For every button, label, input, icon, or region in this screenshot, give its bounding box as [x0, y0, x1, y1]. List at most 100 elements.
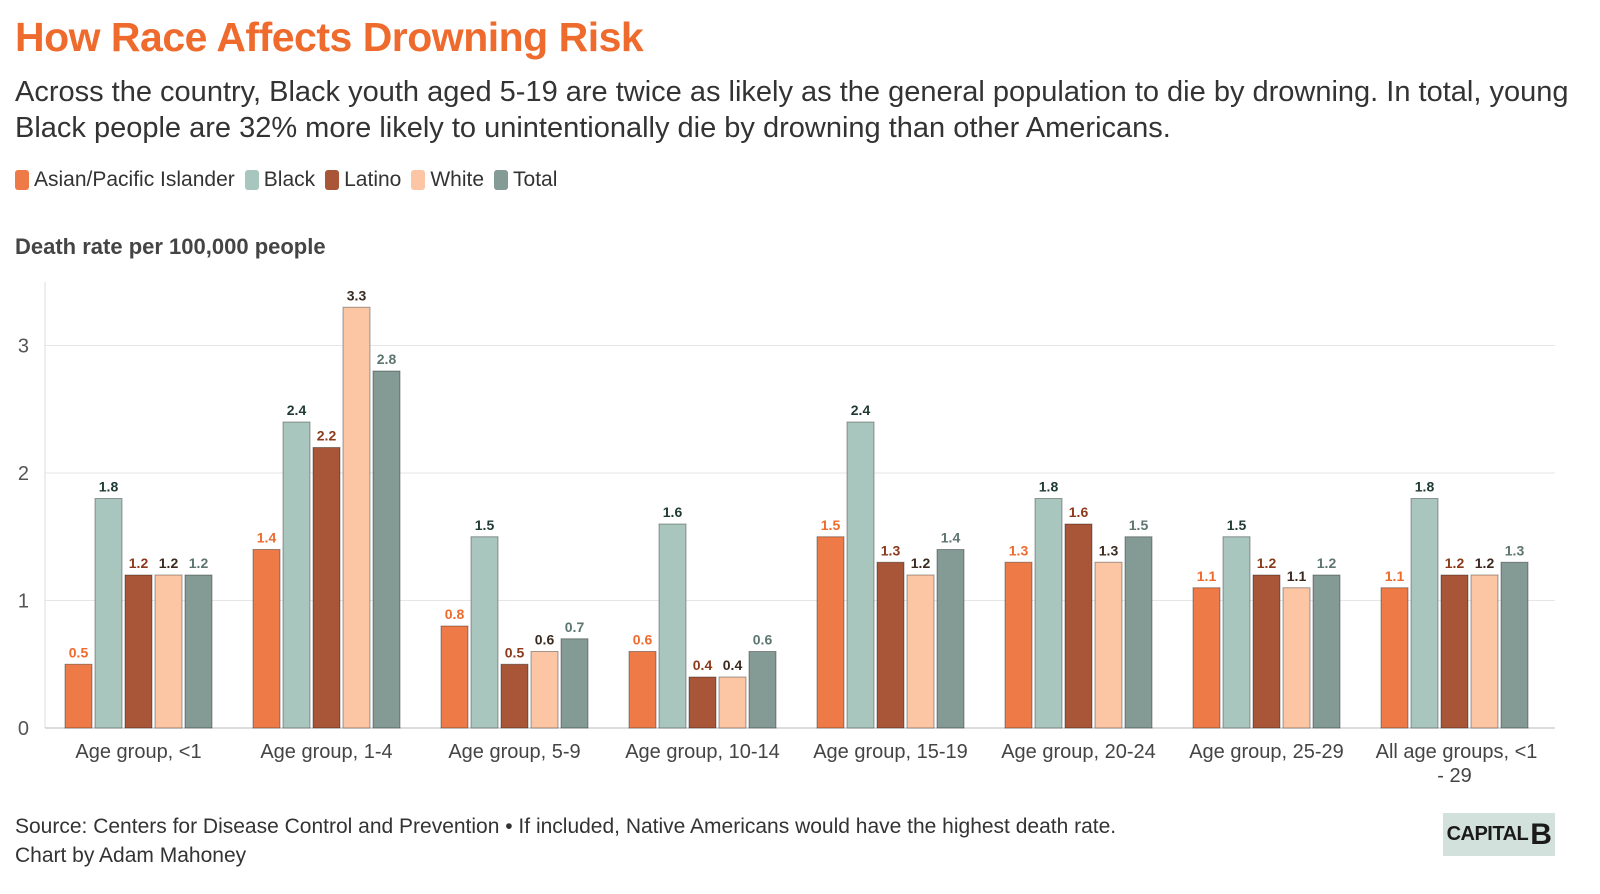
bar: [94, 498, 123, 729]
bar-value-label: 1.5: [1227, 517, 1247, 533]
legend-swatch: [325, 170, 340, 190]
bar-value-label: 1.8: [1039, 479, 1059, 495]
footer: Source: Centers for Disease Control and …: [15, 812, 1116, 870]
bar: [876, 561, 905, 729]
logo-mark: B: [1530, 817, 1552, 851]
bar: [184, 574, 213, 729]
bar-value-label: 1.8: [99, 479, 119, 495]
bar-chart: 0 1 2 3 0.5 1.8 1.2 1.2 1.2 Age group, <1 1.4 2.4 2.…: [18, 282, 1555, 787]
bar-value-label: 1.2: [159, 555, 179, 571]
bar-value-label: 0.4: [693, 657, 713, 673]
bar-value-label: 0.5: [505, 644, 525, 660]
bar-value-label: 1.1: [1197, 568, 1217, 584]
bar: [342, 306, 371, 729]
bar: [1064, 523, 1093, 729]
bar: [1192, 587, 1221, 729]
bar-value-label: 1.5: [821, 517, 841, 533]
legend-item: Latino: [325, 168, 401, 192]
bar-value-label: 2.2: [317, 428, 337, 444]
bar: [718, 676, 747, 729]
chart-title: How Race Affects Drowning Risk: [15, 14, 644, 60]
bar-value-label: 1.2: [1257, 555, 1277, 571]
bar-value-label: 1.3: [1505, 542, 1525, 558]
bar-value-label: 1.5: [1129, 517, 1149, 533]
legend-swatch: [494, 170, 509, 190]
y-tick-label: 0: [18, 718, 29, 740]
bar: [1500, 561, 1529, 729]
bar: [1380, 587, 1409, 729]
bar: [1252, 574, 1281, 729]
source-note: Source: Centers for Disease Control and …: [15, 815, 1117, 838]
bar: [1034, 498, 1063, 729]
bar-value-label: 1.2: [1445, 555, 1465, 571]
legend-item: Black: [244, 168, 316, 192]
bar-value-label: 1.5: [475, 517, 495, 533]
bar: [906, 574, 935, 729]
bar: [500, 663, 529, 729]
chart-credit: Chart by Adam Mahoney: [15, 844, 247, 867]
bar-value-label: 0.4: [723, 657, 743, 673]
legend-label: Black: [263, 168, 316, 191]
bar: [1410, 498, 1439, 729]
bar: [372, 370, 401, 729]
x-tick-label: Age group, 25-29: [1189, 741, 1344, 763]
bar-value-label: 0.6: [633, 632, 653, 648]
bar-value-label: 1.1: [1287, 568, 1307, 584]
bar: [688, 676, 717, 729]
bar-value-label: 1.4: [257, 530, 277, 546]
logo-text: CAPITAL: [1446, 823, 1529, 845]
chart-subtitle: Across the country, Black youth aged 5-1…: [15, 76, 1569, 144]
bar: [1312, 574, 1341, 729]
bar: [1282, 587, 1311, 729]
bar: [530, 651, 559, 729]
bar-value-label: 1.3: [1009, 542, 1029, 558]
bar: [252, 549, 281, 729]
x-tick-label: Age group, 10-14: [625, 741, 780, 763]
bar-value-label: 1.2: [1317, 555, 1337, 571]
bar-value-label: 1.8: [1415, 479, 1435, 495]
bar: [1470, 574, 1499, 729]
bar-value-label: 0.6: [753, 632, 773, 648]
capital-b-logo: CAPITAL B: [1443, 813, 1555, 856]
bar: [1094, 561, 1123, 729]
legend-label: Latino: [344, 168, 402, 191]
y-axis-label: Death rate per 100,000 people: [15, 234, 326, 259]
bar: [1124, 536, 1153, 729]
bar-value-label: 1.1: [1385, 568, 1405, 584]
bar-value-label: 1.4: [941, 530, 961, 546]
legend-swatch: [15, 170, 29, 190]
x-tick-label: Age group, 15-19: [813, 741, 968, 763]
bar: [846, 421, 875, 729]
bar-value-label: 3.3: [347, 287, 367, 303]
bar-value-label: 1.3: [881, 542, 901, 558]
y-tick-label: 1: [18, 591, 29, 613]
bar-value-label: 1.2: [189, 555, 209, 571]
bar-value-label: 1.6: [1069, 504, 1089, 520]
y-tick-label: 2: [18, 463, 29, 485]
bar: [312, 447, 341, 729]
x-tick-label: All age groups, <1- 29: [1376, 741, 1538, 787]
bar: [816, 536, 845, 729]
legend-item: Asian/Pacific Islander: [15, 168, 235, 192]
bar-value-label: 0.5: [69, 644, 89, 660]
bar: [936, 549, 965, 729]
legend-label: Asian/Pacific Islander: [34, 168, 235, 191]
x-tick-label: Age group, 20-24: [1001, 741, 1156, 763]
legend-item: Total: [494, 168, 557, 192]
bar: [282, 421, 311, 729]
bar: [1004, 561, 1033, 729]
bar-value-label: 0.7: [565, 619, 585, 635]
bar-value-label: 1.2: [911, 555, 931, 571]
legend-item: White: [411, 168, 484, 192]
bar: [748, 651, 777, 729]
bar: [628, 651, 657, 729]
bar-value-label: 2.8: [377, 351, 397, 367]
x-tick-label: Age group, <1: [75, 741, 201, 763]
bar: [154, 574, 183, 729]
bar: [124, 574, 153, 729]
bar-value-label: 1.6: [663, 504, 683, 520]
legend-label: Total: [513, 168, 558, 191]
bar-value-label: 1.2: [129, 555, 149, 571]
bar-value-label: 0.8: [445, 606, 465, 622]
bar: [560, 638, 589, 729]
